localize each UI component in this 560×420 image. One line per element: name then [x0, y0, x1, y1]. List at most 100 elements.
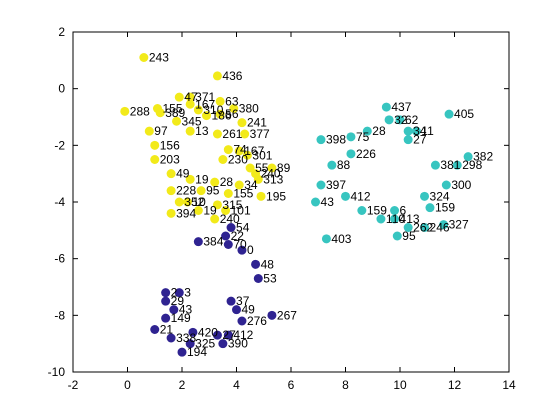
data-point	[202, 111, 212, 121]
point-label: 155	[162, 102, 182, 116]
point-label: 261	[222, 127, 242, 141]
data-point	[150, 155, 160, 164]
data-point	[346, 149, 356, 159]
point-label: 27	[222, 328, 236, 342]
data-point	[155, 108, 165, 118]
data-point	[321, 234, 331, 244]
point-label: 0	[247, 243, 254, 257]
data-point	[237, 245, 247, 255]
data-point	[193, 206, 203, 215]
data-point	[150, 140, 160, 150]
point-label: 88	[337, 158, 351, 172]
data-point	[166, 333, 176, 343]
point-label: 300	[451, 178, 471, 192]
y-tick-label: -8	[54, 308, 65, 322]
data-point	[223, 330, 233, 340]
data-point	[362, 126, 372, 136]
point-label: 352	[184, 195, 204, 209]
point-label: 240	[261, 167, 281, 181]
point-label: 56	[225, 107, 239, 121]
point-label: 89	[277, 161, 291, 175]
data-point	[425, 203, 435, 213]
data-point	[346, 132, 356, 142]
point-label: 159	[435, 201, 455, 215]
data-point	[161, 313, 171, 323]
data-point	[240, 129, 250, 139]
y-tick-label: -4	[54, 195, 65, 209]
point-label: 27	[413, 133, 427, 147]
point-label: 394	[176, 206, 196, 220]
data-point	[403, 126, 413, 136]
data-point	[223, 189, 233, 198]
x-tick-label: 0	[124, 378, 131, 392]
point-label: 97	[154, 124, 168, 138]
point-label: 276	[247, 314, 267, 328]
point-label: 203	[160, 153, 180, 167]
data-point	[172, 116, 182, 126]
point-label: 405	[454, 107, 474, 121]
data-point	[232, 305, 241, 315]
data-point	[452, 160, 462, 170]
point-label: 34	[413, 124, 427, 138]
data-point	[390, 214, 400, 224]
data-point	[420, 191, 430, 201]
point-label: 21	[160, 323, 174, 337]
data-point	[267, 310, 277, 320]
x-tick-label: 6	[288, 378, 295, 392]
data-point	[392, 231, 402, 241]
point-label: 437	[391, 100, 411, 114]
point-label: 413	[400, 212, 420, 226]
data-point	[161, 296, 171, 306]
data-point	[316, 180, 326, 190]
point-label: 101	[231, 204, 251, 218]
data-point	[120, 106, 130, 116]
data-point	[237, 118, 247, 128]
x-tick-label: -2	[68, 378, 79, 392]
data-point	[166, 186, 176, 196]
data-point	[411, 126, 421, 136]
point-label: 390	[228, 337, 248, 351]
data-point	[395, 115, 405, 125]
data-point	[166, 208, 176, 218]
data-point	[215, 109, 225, 119]
point-label: 324	[430, 189, 450, 203]
data-point	[166, 169, 176, 179]
data-point	[381, 102, 391, 112]
point-label: 55	[255, 161, 269, 175]
data-point	[316, 135, 326, 145]
point-label: 420	[198, 325, 218, 339]
data-point	[444, 109, 454, 119]
point-label: 34	[244, 178, 258, 192]
y-tick-label: 2	[58, 25, 65, 39]
point-label: 241	[247, 116, 267, 130]
point-label: 110	[386, 212, 405, 226]
point-label: 167	[244, 144, 264, 158]
y-tick-label: -2	[54, 138, 65, 152]
point-label: 240	[220, 212, 240, 226]
point-label: 371	[195, 90, 215, 104]
point-label: 381	[440, 158, 460, 172]
point-label: 49	[176, 167, 190, 181]
data-point	[226, 223, 236, 232]
data-point	[357, 206, 367, 215]
point-label: 436	[222, 69, 242, 83]
point-label: 267	[277, 308, 297, 322]
data-point	[182, 197, 192, 207]
point-label: 345	[182, 114, 202, 128]
data-points	[120, 53, 473, 357]
point-label: 315	[222, 198, 242, 212]
point-label: 338	[176, 331, 196, 345]
data-point	[174, 288, 184, 298]
point-label: 380	[239, 102, 259, 116]
data-point	[196, 186, 206, 196]
point-label: 298	[462, 158, 482, 172]
data-point	[139, 53, 149, 62]
point-label: 43	[321, 195, 335, 209]
point-label: 28	[372, 124, 386, 138]
point-label: 62	[405, 113, 419, 127]
data-point	[185, 92, 195, 102]
data-point	[210, 214, 220, 224]
data-point	[169, 305, 179, 315]
point-label: 230	[228, 153, 248, 167]
